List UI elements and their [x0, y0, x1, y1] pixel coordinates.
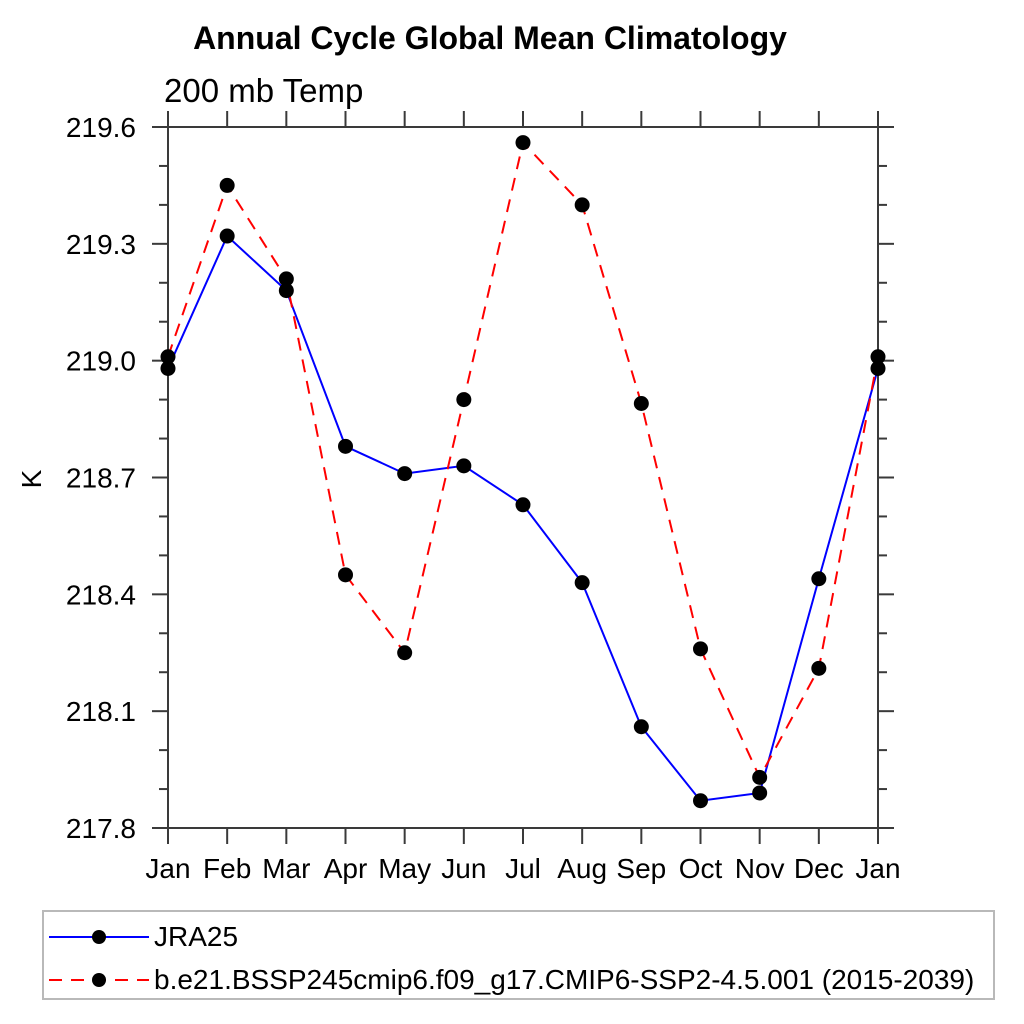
data-point-marker-series-0	[693, 793, 708, 809]
legend-label-model: b.e21.BSSP245cmip6.f09_g17.CMIP6-SSP2-4.…	[154, 964, 975, 995]
x-axis-tick-label: Jan	[145, 853, 190, 884]
plot-border	[167, 126, 879, 829]
legend-label-jra25: JRA25	[154, 921, 239, 952]
legend-line-dashed-icon	[49, 973, 149, 987]
legend-line-solid-icon	[49, 930, 149, 944]
x-axis-tick-label: Oct	[679, 853, 723, 884]
data-point-marker-series-0	[397, 466, 413, 482]
x-axis-tick-label: Jul	[505, 853, 541, 884]
x-axis-tick-label: Mar	[262, 853, 310, 884]
x-axis-tick-label: Dec	[794, 853, 844, 884]
y-axis-tick-label: 218.7	[66, 463, 136, 494]
series-line-0	[167, 234, 879, 802]
x-axis-tick-label: Sep	[616, 853, 666, 884]
data-point-marker-series-1	[574, 197, 590, 213]
data-point-marker-series-0	[752, 785, 768, 801]
data-point-marker-series-0	[515, 497, 531, 513]
y-axis-tick-label: 219.0	[66, 346, 136, 377]
data-point-marker-series-0	[278, 283, 294, 299]
data-point-marker-series-1	[633, 396, 649, 412]
data-point-marker-series-0	[811, 571, 827, 587]
y-axis-tick-label: 218.4	[66, 579, 136, 610]
legend: JRA25 b.e21.BSSP245cmip6.f09_g17.CMIP6-S…	[42, 910, 995, 1000]
data-point-marker-series-1	[397, 645, 413, 661]
legend-entry-model: b.e21.BSSP245cmip6.f09_g17.CMIP6-SSP2-4.…	[49, 962, 974, 998]
x-axis-tick-label: Jan	[855, 853, 900, 884]
chart-subtitle: 200 mb Temp	[164, 72, 364, 109]
data-point-marker-series-1	[278, 271, 294, 287]
data-point-marker-series-1	[870, 349, 886, 365]
data-point-marker-series-1	[811, 660, 827, 676]
y-axis-tick-label: 219.6	[66, 112, 136, 143]
data-point-marker-series-0	[456, 458, 472, 474]
series-line-1	[167, 140, 879, 780]
data-point-marker-series-1	[456, 392, 472, 408]
x-axis-tick-label: Apr	[324, 853, 368, 884]
data-point-marker-series-1	[160, 349, 176, 365]
y-axis-tick-label: 219.3	[66, 229, 136, 260]
x-axis-tick-label: Aug	[557, 853, 607, 884]
data-point-marker-series-1	[752, 769, 768, 785]
data-point-marker-series-1	[219, 177, 235, 193]
data-point-marker-series-0	[633, 719, 649, 735]
data-point-marker-series-0	[338, 438, 353, 454]
x-axis-tick-label: May	[378, 853, 431, 884]
data-point-marker-series-0	[574, 575, 590, 591]
data-point-marker-series-0	[160, 360, 176, 376]
x-axis-tick-label: Nov	[735, 853, 785, 884]
chart-title: Annual Cycle Global Mean Climatology	[193, 20, 787, 56]
legend-entry-jra25: JRA25	[49, 919, 238, 955]
x-axis-tick-label: Jun	[441, 853, 486, 884]
data-point-marker-series-1	[515, 135, 531, 151]
data-point-marker-series-0	[219, 228, 235, 244]
data-point-marker-series-0	[870, 360, 886, 376]
x-axis-tick-label: Feb	[203, 853, 251, 884]
y-axis-tick-label: 217.8	[66, 813, 136, 844]
y-axis-tick-label: 218.1	[66, 696, 136, 727]
data-point-marker-series-1	[338, 567, 353, 583]
data-point-marker-series-1	[693, 641, 708, 657]
